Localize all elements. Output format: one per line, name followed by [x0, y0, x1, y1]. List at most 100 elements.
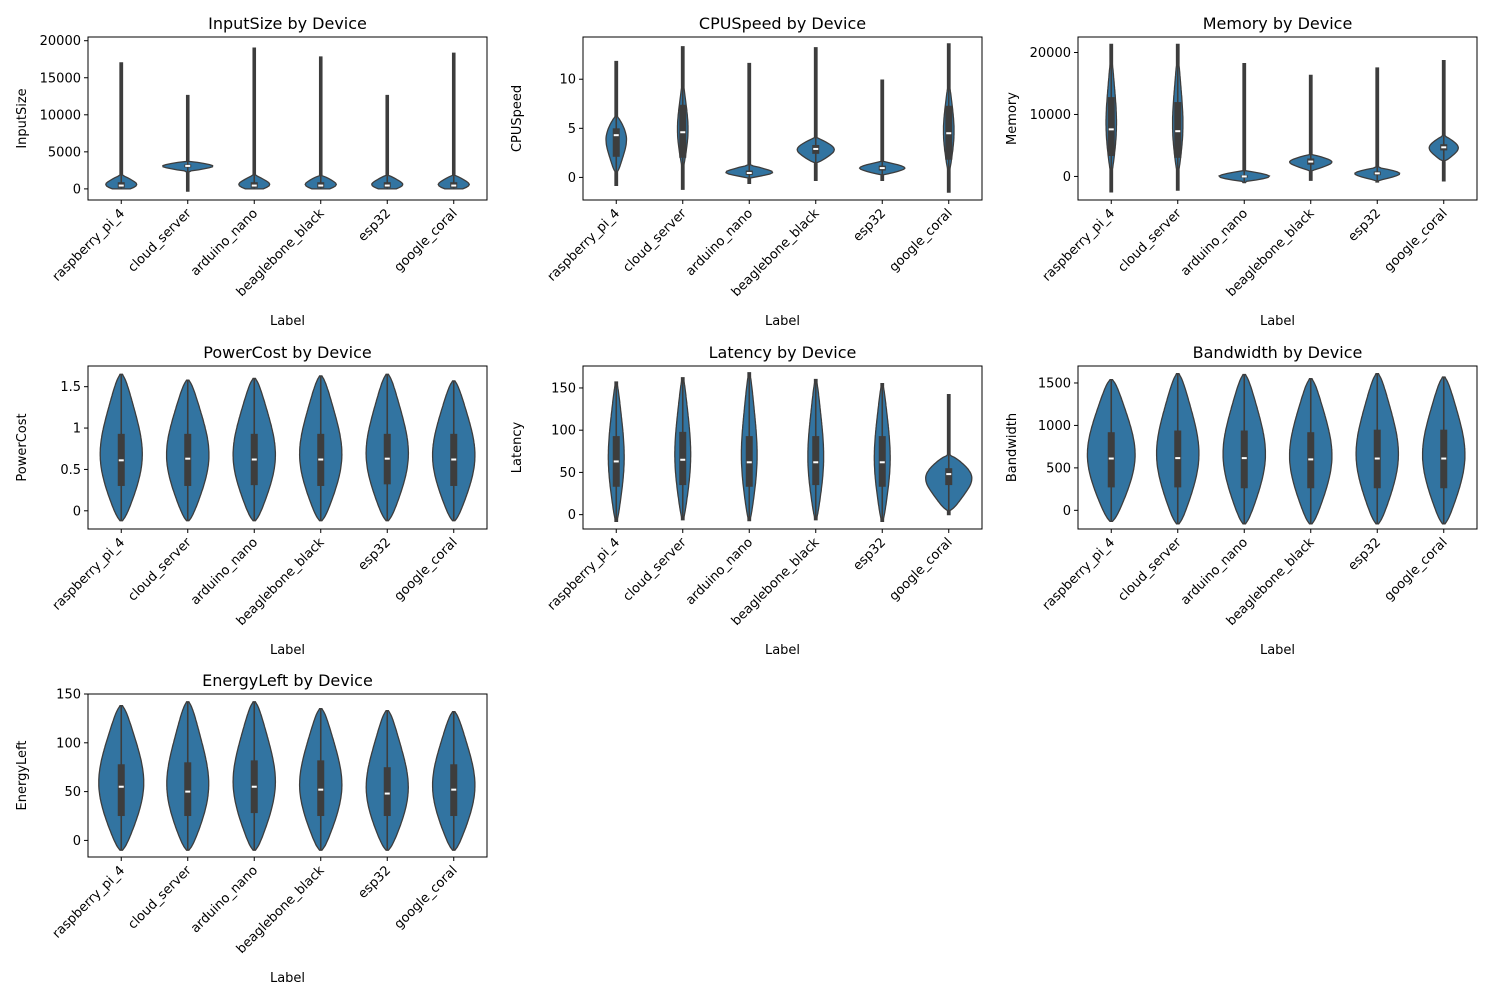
y-axis-label: CPUSpeed: [510, 85, 525, 152]
x-tick-label-esp32: esp32: [850, 206, 889, 245]
violin-iqr-box: [117, 764, 125, 817]
y-tick-label: 0.5: [60, 463, 81, 478]
violin-esp32: [873, 383, 891, 523]
axes-frame: [1077, 365, 1478, 530]
subplot-title: Bandwidth by Device: [1193, 343, 1363, 362]
x-tick-label-arduino_nano: arduino_nano: [188, 863, 261, 936]
violin-arduino_nano: [232, 377, 277, 522]
y-axis-label: PowerCost: [15, 413, 30, 481]
subplot-title: PowerCost by Device: [203, 343, 371, 362]
subplot-6: 0 500 1000 1500 raspberry_pi_4cloud_serverar…: [1005, 343, 1478, 658]
y-axis-label: EnergyLeft: [15, 741, 30, 811]
violin-google_coral: [1428, 59, 1459, 182]
violin-google_coral: [437, 52, 471, 190]
y-tick-label: 1500: [1038, 376, 1071, 391]
violin-arduino_nano: [238, 47, 271, 190]
y-tick-label: 10: [559, 73, 576, 88]
y-tick-label: 1.5: [60, 380, 81, 395]
violin-beaglebone_black: [796, 47, 835, 182]
x-tick-label-esp32: esp32: [355, 206, 394, 245]
x-tick-label-esp32: esp32: [1345, 206, 1384, 245]
y-tick-label: 0: [568, 508, 576, 523]
x-tick-label-google_coral: google_coral: [392, 535, 461, 604]
x-tick-label-google_coral: google_coral: [392, 206, 461, 275]
violin-arduino_nano: [725, 62, 774, 184]
violin-iqr-box: [1107, 432, 1115, 488]
violin-esp32: [1354, 67, 1401, 183]
violin-google_coral: [1421, 376, 1466, 525]
violin-cloud_server: [1171, 43, 1184, 191]
violin-arduino_nano: [232, 701, 277, 851]
y-tick-label: 50: [559, 466, 576, 481]
subplot-1: 0 5000 10000 15000 20000 raspberry_pi_4cloud_…: [15, 14, 488, 329]
x-tick-label-google_coral: google_coral: [1382, 535, 1451, 604]
subplot-7: 0 50 100 150 raspberry_pi_4cloud_serverardui…: [15, 671, 488, 986]
x-tick-label-arduino_nano: arduino_nano: [1178, 535, 1251, 608]
x-tick-label-arduino_nano: arduino_nano: [683, 206, 756, 279]
y-tick-label: 1000: [1038, 419, 1071, 434]
x-tick-label-cloud_server: cloud_server: [620, 535, 690, 605]
axes-frame: [87, 365, 488, 530]
x-axis-label: Label: [1260, 314, 1295, 329]
x-tick-label-cloud_server: cloud_server: [1115, 535, 1185, 605]
violin-cloud_server: [165, 379, 210, 522]
x-tick-label-raspberry_pi_4: raspberry_pi_4: [1040, 206, 1118, 284]
x-axis-label: Label: [270, 314, 305, 329]
violin-cloud_server: [166, 701, 210, 851]
x-tick-label-cloud_server: cloud_server: [620, 206, 690, 276]
y-tick-label: 150: [551, 381, 576, 396]
x-axis-label: Label: [270, 643, 305, 658]
violin-esp32: [365, 709, 409, 851]
y-tick-label: 0: [73, 182, 81, 197]
y-tick-label: 150: [56, 688, 81, 703]
y-tick-label: 10000: [1030, 108, 1071, 123]
subplot-2: 0 5 10 raspberry_pi_4cloud_serverarduino_na…: [510, 14, 983, 329]
x-tick-label-arduino_nano: arduino_nano: [188, 206, 261, 279]
x-tick-label-raspberry_pi_4: raspberry_pi_4: [545, 535, 623, 613]
violin-beaglebone_black: [1288, 378, 1333, 525]
violin-iqr-box: [1174, 102, 1182, 158]
y-axis-label: Bandwidth: [1005, 413, 1020, 482]
axes-frame: [87, 693, 488, 858]
y-tick-label: 100: [56, 736, 81, 751]
violin-iqr-box: [679, 431, 687, 486]
x-tick-label-arduino_nano: arduino_nano: [188, 535, 261, 608]
y-tick-label: 0: [1063, 170, 1071, 185]
x-tick-label-arduino_nano: arduino_nano: [683, 535, 756, 608]
violin-esp32: [371, 94, 404, 190]
y-tick-label: 1: [73, 422, 81, 437]
y-axis-label: InputSize: [15, 88, 30, 148]
violin-google_coral: [431, 380, 476, 522]
x-axis-label: Label: [270, 971, 305, 986]
x-tick-label-cloud_server: cloud_server: [125, 206, 195, 276]
violin-iqr-box: [317, 760, 325, 817]
violin-iqr-box: [383, 767, 391, 817]
violin-esp32: [1355, 372, 1400, 525]
subplot-5: 0 50 100 150 raspberry_pi_4cloud_serverardui…: [510, 343, 983, 658]
y-tick-label: 500: [1046, 461, 1071, 476]
y-axis-label: Memory: [1005, 92, 1020, 145]
subplot-title: EnergyLeft by Device: [202, 671, 373, 690]
x-tick-label-raspberry_pi_4: raspberry_pi_4: [50, 535, 128, 613]
x-axis-label: Label: [765, 643, 800, 658]
y-tick-label: 5: [568, 122, 576, 137]
y-tick-label: 15000: [40, 71, 81, 86]
y-tick-label: 10000: [40, 108, 81, 123]
violin-iqr-box: [1240, 430, 1248, 489]
violin-esp32: [858, 79, 906, 182]
x-tick-label-esp32: esp32: [355, 863, 394, 902]
subplot-4: 0 0.5 1 1.5 raspberry_pi_4cloud_serverarduin…: [15, 343, 488, 658]
x-tick-label-raspberry_pi_4: raspberry_pi_4: [545, 206, 623, 284]
x-tick-label-esp32: esp32: [355, 535, 394, 574]
violin-esp32: [365, 373, 410, 522]
x-tick-label-raspberry_pi_4: raspberry_pi_4: [50, 206, 128, 284]
violin-raspberry_pi_4: [99, 373, 143, 522]
y-tick-label: 20000: [40, 34, 81, 49]
x-tick-label-google_coral: google_coral: [1382, 206, 1451, 275]
violin-raspberry_pi_4: [1086, 378, 1136, 523]
y-tick-label: 0: [568, 171, 576, 186]
violin-beaglebone_black: [304, 56, 338, 190]
axes-frame: [582, 365, 983, 530]
violin-google_coral: [925, 394, 973, 516]
